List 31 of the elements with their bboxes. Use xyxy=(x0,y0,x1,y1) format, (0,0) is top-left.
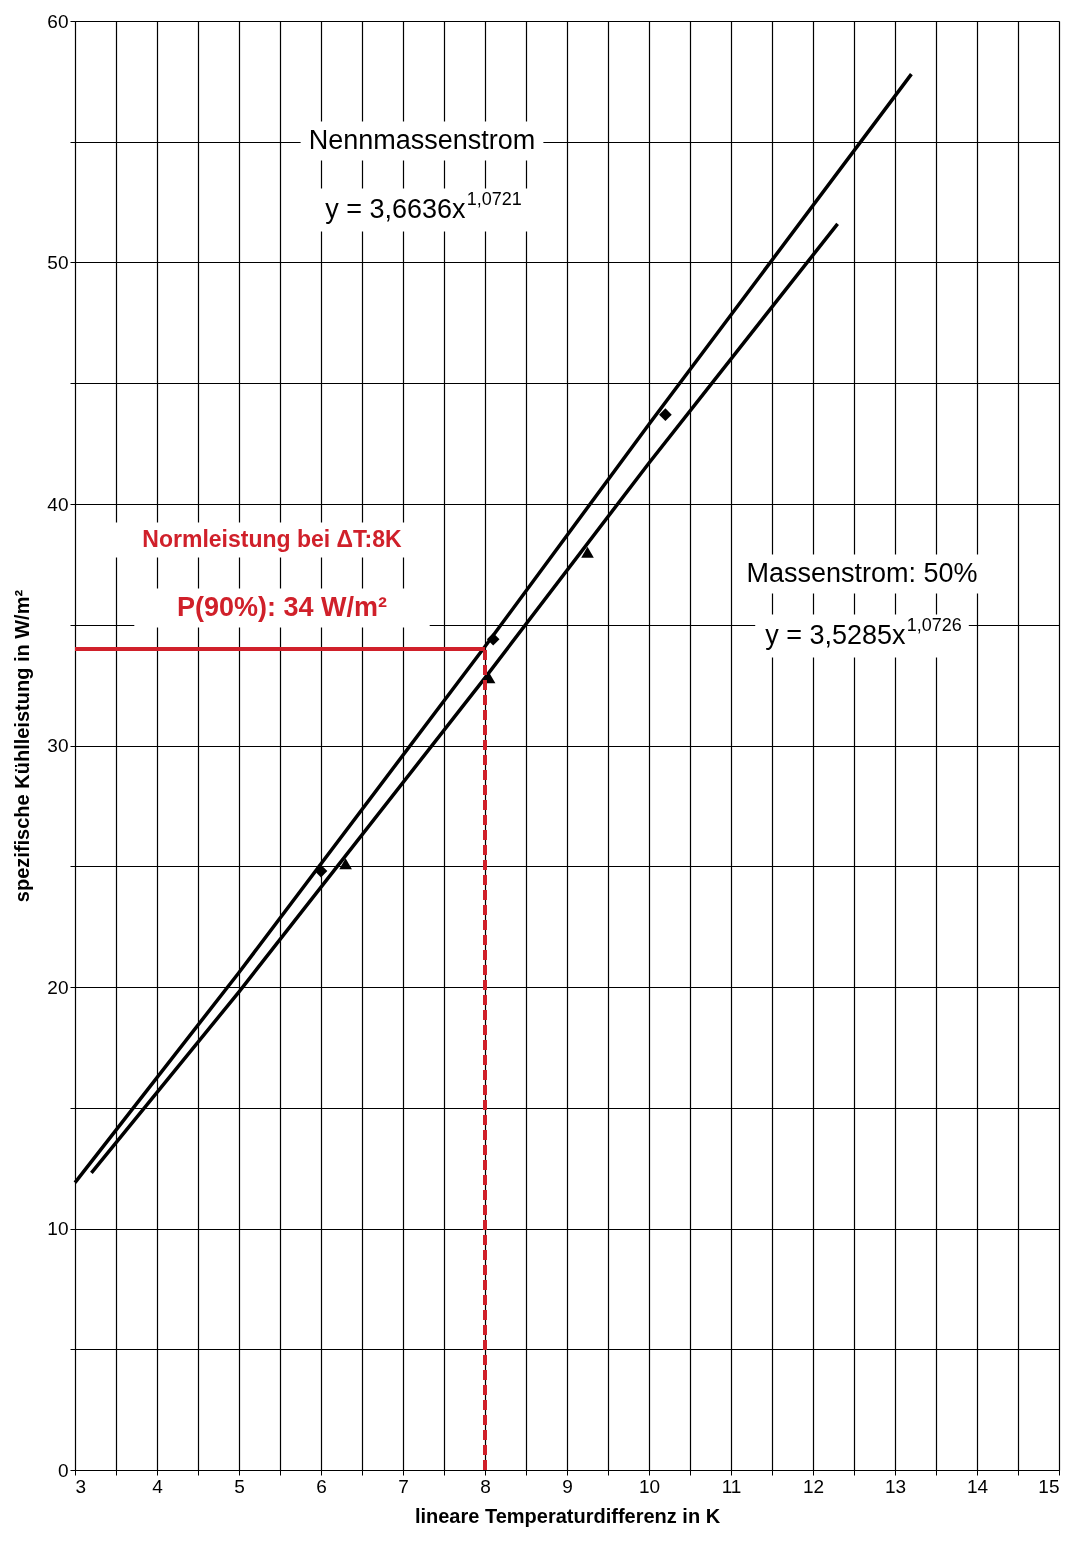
x-tick-label: 3 xyxy=(75,1475,87,1497)
point xyxy=(581,546,594,558)
y-tick-label: 10 xyxy=(47,1218,69,1239)
y-tick-label: 20 xyxy=(47,976,69,998)
point xyxy=(314,864,328,878)
x-axis-title: lineare Temperaturdifferenz in K xyxy=(414,1504,721,1527)
x-tick-label: 9 xyxy=(562,1475,573,1497)
y-tick-label: 30 xyxy=(47,735,69,756)
x-tick-label: 7 xyxy=(398,1475,409,1497)
point xyxy=(339,858,352,870)
y-tick-label: 40 xyxy=(47,493,69,515)
annotation: Normleistung bei ΔT:8K xyxy=(142,526,403,552)
x-tick-label: 4 xyxy=(152,1475,164,1497)
x-tick-label: 8 xyxy=(480,1475,491,1497)
annotation: Massenstrom: 50% xyxy=(746,558,978,588)
x-tick-label: 10 xyxy=(638,1475,661,1497)
point xyxy=(486,632,500,646)
x-tick-label: 11 xyxy=(721,1475,742,1497)
annotation: P(90%): 34 W/m² xyxy=(176,592,388,622)
x-tick-label: 15 xyxy=(1038,1475,1060,1497)
point xyxy=(659,408,672,421)
y-tick-label: 0 xyxy=(57,1459,69,1481)
x-tick-label: 14 xyxy=(966,1475,989,1497)
y-tick-label: 50 xyxy=(47,252,69,273)
x-tick-label: 5 xyxy=(234,1475,245,1497)
annotation: Nennmassenstrom xyxy=(308,125,536,155)
y-axis-title: spezifische Kühlleistung in W/m² xyxy=(11,589,34,903)
y-tick-label: 60 xyxy=(47,10,69,32)
x-tick-label: 6 xyxy=(316,1475,327,1497)
x-tick-label: 13 xyxy=(884,1475,907,1497)
x-tick-label: 12 xyxy=(802,1475,825,1497)
